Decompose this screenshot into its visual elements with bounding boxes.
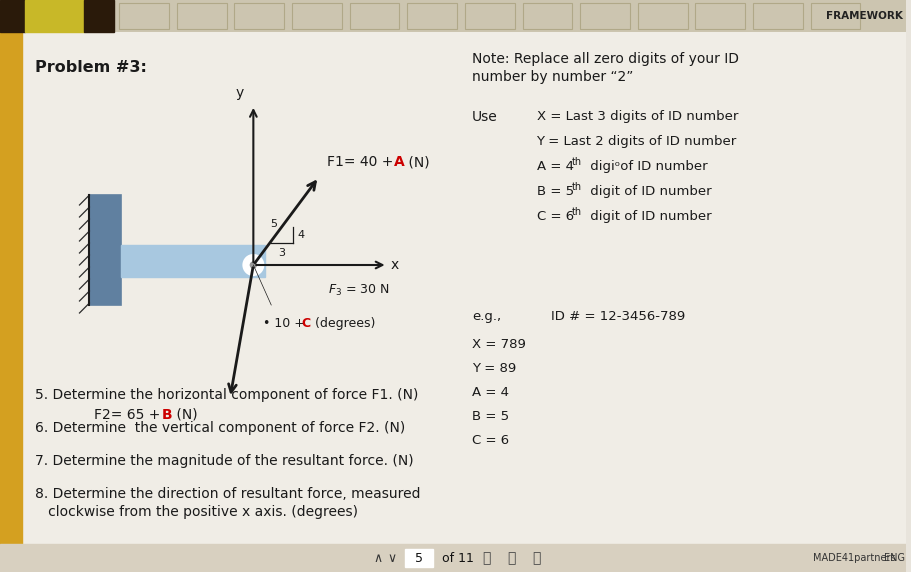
Text: digit of ID number: digit of ID number — [586, 185, 711, 198]
Text: Y = Last 2 digits of ID number: Y = Last 2 digits of ID number — [536, 135, 736, 148]
Bar — [234, 3, 284, 29]
Text: FRAMEWORK: FRAMEWORK — [825, 11, 902, 21]
Bar — [0, 0, 906, 32]
Text: ⌕: ⌕ — [482, 551, 490, 565]
Bar — [522, 3, 572, 29]
Bar — [579, 3, 630, 29]
Text: Use: Use — [471, 110, 497, 124]
Text: of 11: of 11 — [442, 551, 474, 565]
Ellipse shape — [243, 255, 263, 275]
Text: X = 789: X = 789 — [471, 338, 526, 351]
Text: 6. Determine  the vertical component of force F2. (N): 6. Determine the vertical component of f… — [35, 421, 404, 435]
Bar — [292, 3, 342, 29]
Bar — [0, 544, 906, 572]
Bar — [407, 3, 456, 29]
Text: x: x — [390, 258, 398, 272]
Text: X = Last 3 digits of ID number: X = Last 3 digits of ID number — [536, 110, 737, 123]
Text: ENG: ENG — [883, 553, 904, 563]
Text: ∧: ∧ — [373, 551, 382, 565]
Bar — [22, 32, 906, 544]
Bar — [177, 3, 226, 29]
Bar — [752, 3, 802, 29]
Text: A: A — [394, 155, 404, 169]
Text: 5: 5 — [270, 219, 277, 229]
Text: th: th — [570, 157, 581, 167]
Text: ⌕: ⌕ — [532, 551, 540, 565]
Text: number by number “2”: number by number “2” — [471, 70, 632, 84]
Text: MADE41partners: MADE41partners — [813, 553, 895, 563]
Bar — [121, 245, 265, 277]
Bar — [695, 3, 744, 29]
Text: 7. Determine the magnitude of the resultant force. (N): 7. Determine the magnitude of the result… — [35, 454, 413, 468]
Text: 5. Determine the horizontal component of force F1. (N): 5. Determine the horizontal component of… — [35, 388, 417, 402]
Text: A = 4: A = 4 — [536, 160, 573, 173]
Text: ⌕: ⌕ — [507, 551, 516, 565]
Text: Problem #3:: Problem #3: — [35, 60, 147, 75]
Text: C: C — [301, 317, 310, 330]
Text: 5: 5 — [415, 551, 423, 565]
Text: digit of ID number: digit of ID number — [586, 210, 711, 223]
Text: 3: 3 — [279, 248, 285, 258]
Text: y: y — [235, 86, 243, 100]
Text: (N): (N) — [171, 408, 198, 422]
Text: 4: 4 — [297, 230, 304, 240]
Text: • 10 +: • 10 + — [263, 317, 309, 330]
Text: Note: Replace all zero digits of your ID: Note: Replace all zero digits of your ID — [471, 52, 738, 66]
Text: e.g.,: e.g., — [471, 310, 500, 323]
Text: th: th — [570, 182, 581, 192]
Bar — [0, 0, 25, 32]
Bar — [119, 3, 169, 29]
Text: F1= 40 +: F1= 40 + — [326, 155, 397, 169]
Text: C = 6: C = 6 — [536, 210, 573, 223]
Text: (N): (N) — [404, 155, 429, 169]
Bar — [89, 195, 121, 305]
Text: B = 5: B = 5 — [471, 410, 508, 423]
Bar — [465, 3, 514, 29]
Text: B: B — [162, 408, 172, 422]
Bar — [25, 0, 85, 32]
Bar — [349, 3, 399, 29]
Text: ∨: ∨ — [387, 551, 396, 565]
Text: $F_3$ = 30 N: $F_3$ = 30 N — [328, 283, 389, 298]
Text: C = 6: C = 6 — [471, 434, 508, 447]
Text: B = 5: B = 5 — [536, 185, 573, 198]
Text: digiᵒof ID number: digiᵒof ID number — [586, 160, 707, 173]
Text: clockwise from the positive x axis. (degrees): clockwise from the positive x axis. (deg… — [35, 505, 357, 519]
Text: Y = 89: Y = 89 — [471, 362, 516, 375]
Text: (degrees): (degrees) — [311, 317, 375, 330]
Text: th: th — [570, 207, 581, 217]
Text: A = 4: A = 4 — [471, 386, 508, 399]
Ellipse shape — [251, 262, 256, 268]
Text: 8. Determine the direction of resultant force, measured: 8. Determine the direction of resultant … — [35, 487, 420, 501]
Bar — [0, 32, 22, 572]
Bar — [810, 3, 859, 29]
Bar — [637, 3, 687, 29]
Bar — [85, 0, 114, 32]
Bar — [404, 549, 433, 567]
Text: F2= 65 +: F2= 65 + — [94, 408, 165, 422]
Text: ID # = 12-3456-789: ID # = 12-3456-789 — [551, 310, 685, 323]
